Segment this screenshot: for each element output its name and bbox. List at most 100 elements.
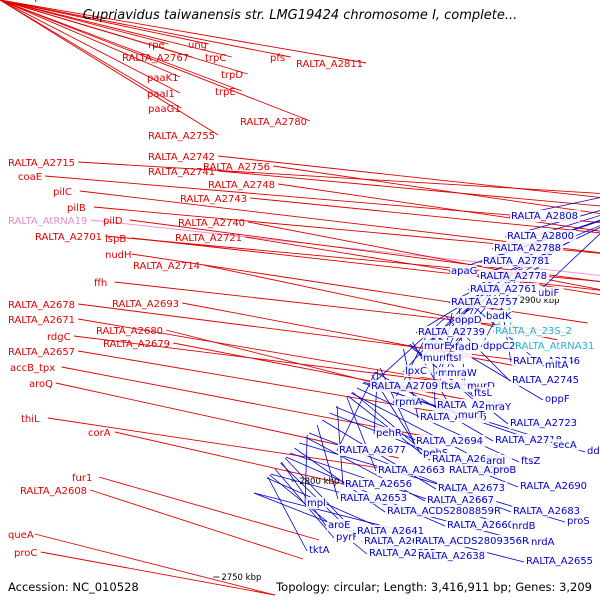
reverse-gene-label: oppF [545,394,570,405]
label-background [338,444,409,456]
reverse-gene-label: RALTA_A2638 [418,551,485,562]
accession-text: Accession: NC_010528 [8,580,139,594]
forward-label-leader [0,0,182,109]
label-background [445,352,472,364]
reverse-gene-label: RALTA_A2739 [418,327,485,338]
reverse-gene-label: murT [458,410,485,421]
label-background [335,531,362,543]
forward-gene-label: pilC [53,187,72,198]
forward-gene-label: aroQ [29,379,53,390]
reverse-gene-label: RALTA_A2757 [451,297,518,308]
forward-gene-label: pilB [67,203,86,214]
reverse-gene-label: RALTA_A2716 [437,400,504,411]
reverse-gene-label: RALTA_A2667 [427,495,494,506]
label-background [510,210,581,222]
forward-gene-label: nudH [105,250,132,261]
tick-label: 2800 kbp [299,477,339,487]
forward-label-leader [245,236,600,296]
reverse-gene-label: murC [423,353,450,364]
forward-gene-label: RALTA_A2780 [240,117,307,128]
label-background [537,287,564,299]
forward-gene-label: RALTA_A2767 [122,53,189,64]
reverse-gene-label: RALTA_A2718 [495,435,562,446]
reverse-gene-label: RALTA_A2681 [449,465,516,476]
forward-label-leader [0,0,242,92]
label-background [450,265,477,277]
map-title: Cupriavidus taiwanensis str. LMG19424 ch… [82,8,518,23]
reverse-gene-label: RALTA_A2696 [432,454,499,465]
reverse-gene-label: murE [424,341,451,352]
label-background [494,325,577,337]
label-background [482,340,515,352]
label-background [514,340,597,352]
forward-label-leader [105,235,600,282]
label-background [493,242,564,254]
reverse-gene-label: fadD [455,342,479,353]
forward-gene-label: RALTA_A2680 [96,326,163,337]
reverse-gene-label: nrdB [512,521,536,532]
forward-gene-label: RALTA_A2743 [180,194,247,205]
label-background [530,536,557,548]
reverse-label-leader [316,424,339,500]
reverse-gene-label: ftsI [446,353,461,364]
forward-gene-label: trpE [215,87,236,98]
forward-label-leader [61,366,424,437]
reverse-label-leader [346,396,377,472]
label-background [482,255,553,267]
reverse-gene-label: nrdA [531,537,555,548]
forward-label-leader [0,0,311,122]
reverse-gene-label: RALTA_A2690 [520,481,587,492]
label-background [509,417,580,429]
label-background [485,310,512,322]
tick-label: 3000 kbp [0,0,40,3]
label-background [375,427,402,439]
forward-label-leader [0,0,209,45]
forward-label-leader [218,155,600,198]
reverse-gene-label: apaG [451,266,477,277]
reverse-label-leader [304,434,308,505]
forward-gene-label: RALTA_A2748 [208,180,275,191]
forward-label-leader [0,0,291,58]
forward-gene-label: RALTA_A2740 [178,218,245,229]
label-background [544,393,571,405]
forward-gene-label: proC [14,548,37,559]
reverse-gene-label: RALTA_A2625 [369,548,436,559]
label-background [422,352,449,364]
label-background [494,434,565,446]
label-background [377,464,448,476]
label-background [492,464,519,476]
reverse-label-leader [305,436,426,502]
forward-label-leader [73,335,487,388]
label-background [417,550,488,562]
reverse-gene-label: oppD [455,315,482,326]
forward-label-leader [114,431,367,490]
reverse-gene-label: pyrF [336,532,358,543]
forward-gene-label: ung [188,40,207,51]
reverse-gene-label: proS [567,516,590,527]
forward-gene-label: paaK1 [147,73,179,84]
forward-label-leader [34,533,276,596]
label-background [512,505,583,517]
forward-gene-label: trpC [205,53,226,64]
reverse-gene-label: RALTA_A2781 [483,256,550,267]
genome-summary-text: Topology: circular; Length: 3,416,911 bp… [276,580,592,594]
forward-gene-label: queA [8,530,34,541]
forward-gene-label: RALTA_A2678 [8,300,75,311]
reverse-gene-label: RALTA_A2660 [447,520,514,531]
forward-label-leader [0,0,181,78]
label-background [327,519,354,531]
forward-gene-label: coaE [18,172,42,183]
reverse-gene-label: RALTA_A2663 [378,465,445,476]
forward-label-leader [44,175,600,224]
forward-gene-label: trpD [221,70,243,81]
forward-gene-label: corA [88,428,111,439]
label-background [404,365,431,377]
forward-gene-label: RALTA_AtRNA19 [8,216,87,227]
label-background [415,435,486,447]
reverse-gene-label: mraY [485,402,512,413]
reverse-gene-label: RALTA_ACDS2809356R [415,536,529,547]
reverse-gene-label: RALTA_A2653 [340,493,407,504]
label-background [394,396,421,408]
label-background [344,478,415,490]
